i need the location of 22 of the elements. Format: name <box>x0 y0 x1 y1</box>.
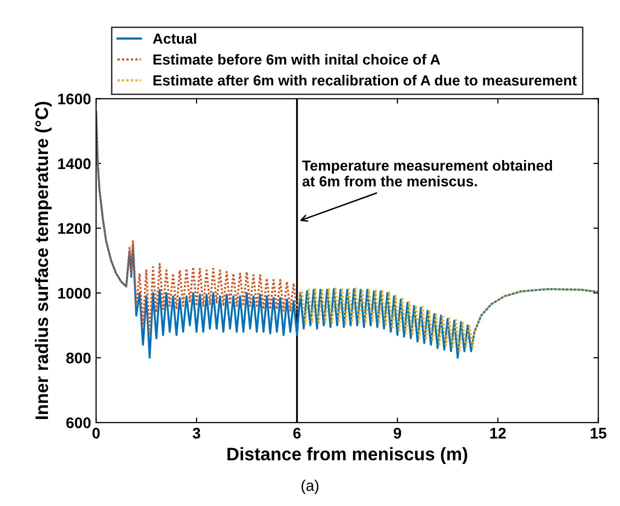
ref-line-label: Temperature measurement obtained at 6m from the meniscus. <box>302 160 552 186</box>
y-tick-label: 600 <box>66 417 91 428</box>
x-axis-title: Distance from meniscus (m) <box>228 447 468 464</box>
legend-label: Actual <box>152 33 196 44</box>
legend-label: Estimate before 6m with inital choice of A <box>154 54 440 65</box>
y-tick-label: 1000 <box>58 288 91 299</box>
y-tick-label: 1600 <box>58 94 91 104</box>
x-tick-label: 9 <box>394 428 402 439</box>
x-tick-label: 12 <box>490 428 506 438</box>
line-series <box>296 287 598 354</box>
x-tick-label: 6 <box>293 428 301 439</box>
x-tick-label: 3 <box>192 428 200 439</box>
y-tick-label: 800 <box>66 352 91 364</box>
y-tick-label: 1400 <box>58 158 91 170</box>
legend-label: Estimate after 6m with recalibration of A due to measurement <box>154 74 577 86</box>
y-tick-label: 1200 <box>58 223 91 234</box>
y-axis-title: Inner radius surface temperature (°C) <box>34 102 52 420</box>
line-series <box>96 110 298 336</box>
line-series <box>96 110 598 359</box>
text: (a) <box>302 480 318 494</box>
x-tick-label: 15 <box>590 428 606 439</box>
x-tick-label: 0 <box>92 428 100 439</box>
